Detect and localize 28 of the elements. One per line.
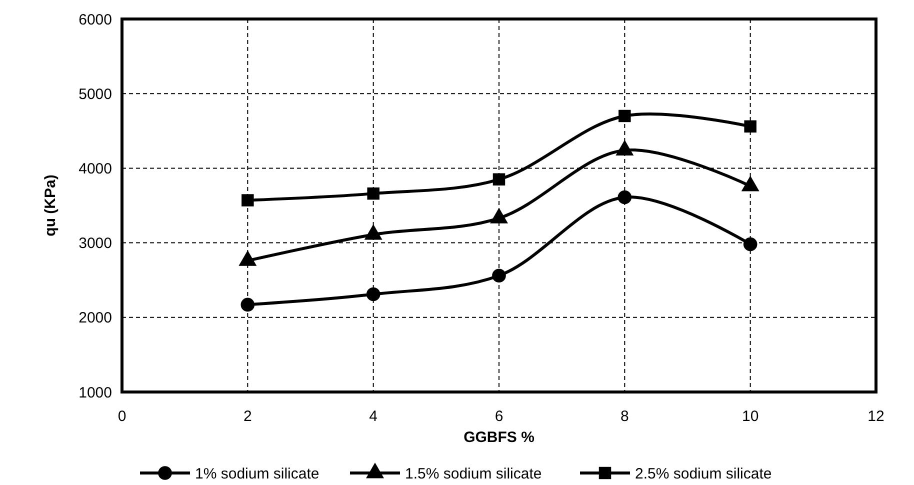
point <box>743 237 758 252</box>
y-tick-label: 5000 <box>78 86 112 103</box>
point <box>242 194 254 206</box>
point <box>492 173 506 186</box>
legend-label: 2.5% sodium silicate <box>635 465 772 482</box>
y-tick-label: 1000 <box>78 384 112 402</box>
point <box>366 287 380 302</box>
x-tick-label: 2 <box>243 408 252 425</box>
x-tick-label: 4 <box>369 408 378 425</box>
point <box>618 190 632 204</box>
y-tick-label: 6000 <box>78 11 112 28</box>
point <box>744 120 756 133</box>
y-tick-label: 3000 <box>78 235 112 252</box>
legend-label: 1% sodium silicate <box>195 465 320 482</box>
y-axis-title: qu (KPa) <box>42 174 59 236</box>
legend-label: 1.5% sodium silicate <box>405 465 542 482</box>
point <box>367 187 380 200</box>
point <box>492 268 506 283</box>
y-tick-label: 4000 <box>78 160 112 178</box>
x-tick-label: 10 <box>742 408 759 425</box>
x-tick-label: 8 <box>620 408 629 425</box>
point <box>618 110 631 122</box>
x-tick-label: 6 <box>494 408 504 425</box>
x-axis-title: GGBFS % <box>464 429 534 446</box>
x-tick-label: 0 <box>118 408 126 425</box>
y-tick-label: 2000 <box>78 310 112 327</box>
x-tick-label: 12 <box>868 408 884 425</box>
point <box>240 298 255 312</box>
